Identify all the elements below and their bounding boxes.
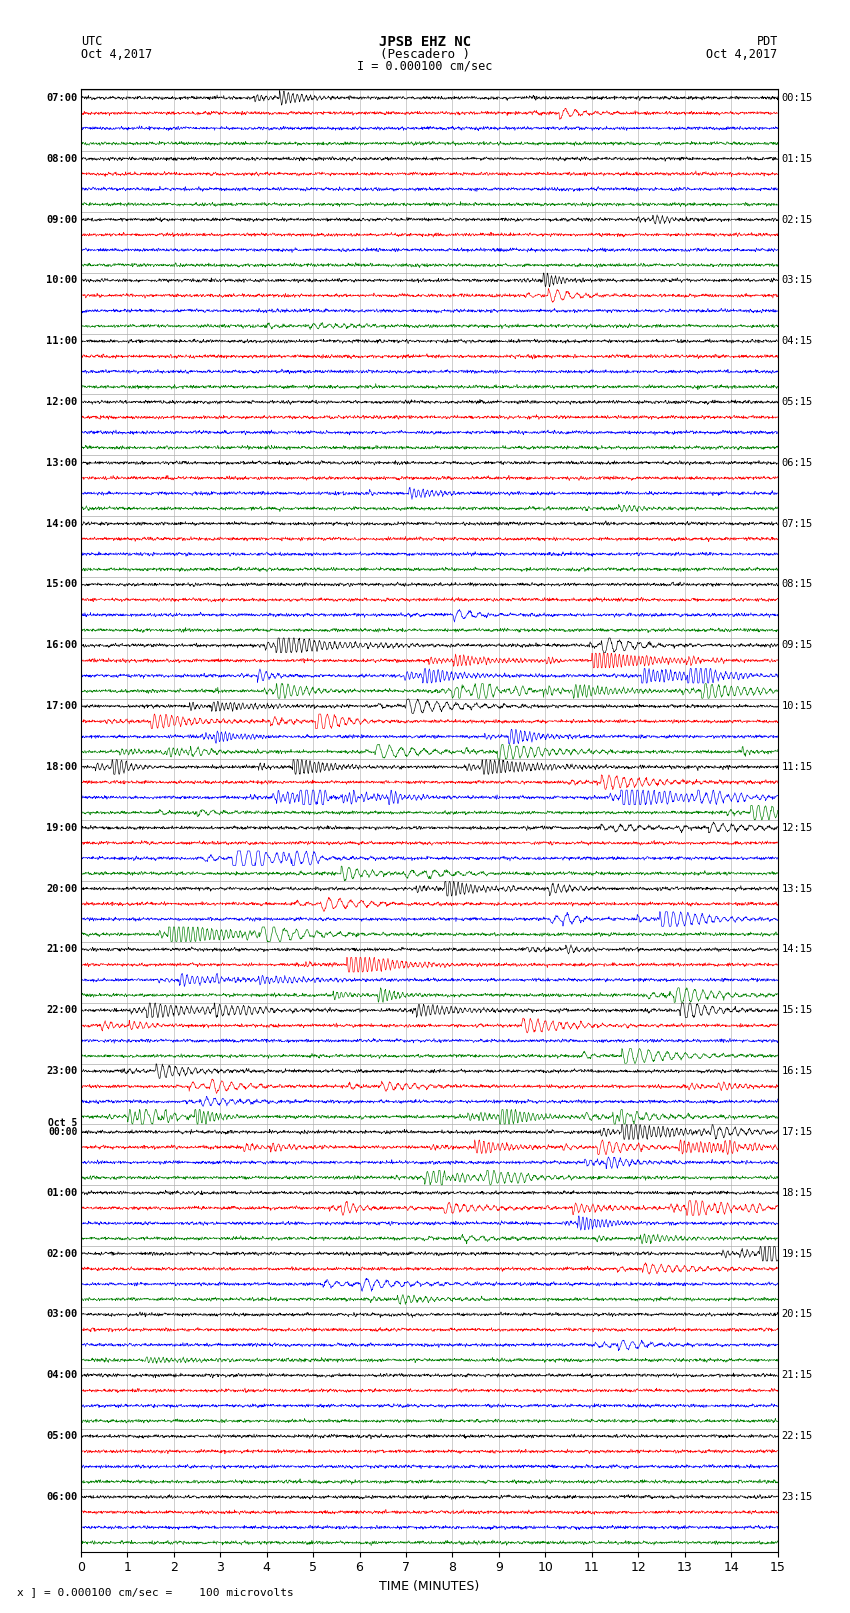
Text: 09:00: 09:00 [46, 215, 77, 224]
Text: 15:15: 15:15 [781, 1005, 813, 1015]
Text: 04:00: 04:00 [46, 1371, 77, 1381]
Text: PDT: PDT [756, 35, 778, 48]
Text: 00:15: 00:15 [781, 94, 813, 103]
Text: 01:00: 01:00 [46, 1187, 77, 1198]
Text: 00:00: 00:00 [48, 1127, 77, 1137]
Text: 19:15: 19:15 [781, 1248, 813, 1258]
Text: 03:15: 03:15 [781, 276, 813, 286]
Text: 09:15: 09:15 [781, 640, 813, 650]
Text: 18:15: 18:15 [781, 1187, 813, 1198]
Text: 13:15: 13:15 [781, 884, 813, 894]
Text: 23:15: 23:15 [781, 1492, 813, 1502]
Text: 12:15: 12:15 [781, 823, 813, 832]
Text: 20:00: 20:00 [46, 884, 77, 894]
Text: 21:00: 21:00 [46, 945, 77, 955]
Text: 08:00: 08:00 [46, 153, 77, 163]
Text: 20:15: 20:15 [781, 1310, 813, 1319]
Text: Oct 5: Oct 5 [48, 1118, 77, 1127]
Text: 14:15: 14:15 [781, 945, 813, 955]
Text: x ] = 0.000100 cm/sec =    100 microvolts: x ] = 0.000100 cm/sec = 100 microvolts [17, 1587, 294, 1597]
Text: 02:15: 02:15 [781, 215, 813, 224]
Text: 04:15: 04:15 [781, 336, 813, 347]
Text: 03:00: 03:00 [46, 1310, 77, 1319]
Text: Oct 4,2017: Oct 4,2017 [706, 48, 778, 61]
Text: 17:15: 17:15 [781, 1127, 813, 1137]
Text: 02:00: 02:00 [46, 1248, 77, 1258]
Text: 12:00: 12:00 [46, 397, 77, 406]
X-axis label: TIME (MINUTES): TIME (MINUTES) [379, 1581, 479, 1594]
Text: 10:00: 10:00 [46, 276, 77, 286]
Text: 10:15: 10:15 [781, 702, 813, 711]
Text: 13:00: 13:00 [46, 458, 77, 468]
Text: 18:00: 18:00 [46, 761, 77, 773]
Text: 16:00: 16:00 [46, 640, 77, 650]
Text: UTC: UTC [81, 35, 102, 48]
Text: 06:00: 06:00 [46, 1492, 77, 1502]
Text: 07:15: 07:15 [781, 519, 813, 529]
Text: (Pescadero ): (Pescadero ) [380, 48, 470, 61]
Text: 16:15: 16:15 [781, 1066, 813, 1076]
Text: 23:00: 23:00 [46, 1066, 77, 1076]
Text: 05:00: 05:00 [46, 1431, 77, 1440]
Text: Oct 4,2017: Oct 4,2017 [81, 48, 152, 61]
Text: 21:15: 21:15 [781, 1371, 813, 1381]
Text: 15:00: 15:00 [46, 579, 77, 589]
Text: 14:00: 14:00 [46, 519, 77, 529]
Text: 11:15: 11:15 [781, 761, 813, 773]
Text: 01:15: 01:15 [781, 153, 813, 163]
Text: 22:15: 22:15 [781, 1431, 813, 1440]
Text: 05:15: 05:15 [781, 397, 813, 406]
Text: 06:15: 06:15 [781, 458, 813, 468]
Text: 08:15: 08:15 [781, 579, 813, 589]
Text: 19:00: 19:00 [46, 823, 77, 832]
Text: 17:00: 17:00 [46, 702, 77, 711]
Text: 07:00: 07:00 [46, 94, 77, 103]
Text: 22:00: 22:00 [46, 1005, 77, 1015]
Text: I = 0.000100 cm/sec: I = 0.000100 cm/sec [357, 60, 493, 73]
Text: 11:00: 11:00 [46, 336, 77, 347]
Text: JPSB EHZ NC: JPSB EHZ NC [379, 35, 471, 50]
